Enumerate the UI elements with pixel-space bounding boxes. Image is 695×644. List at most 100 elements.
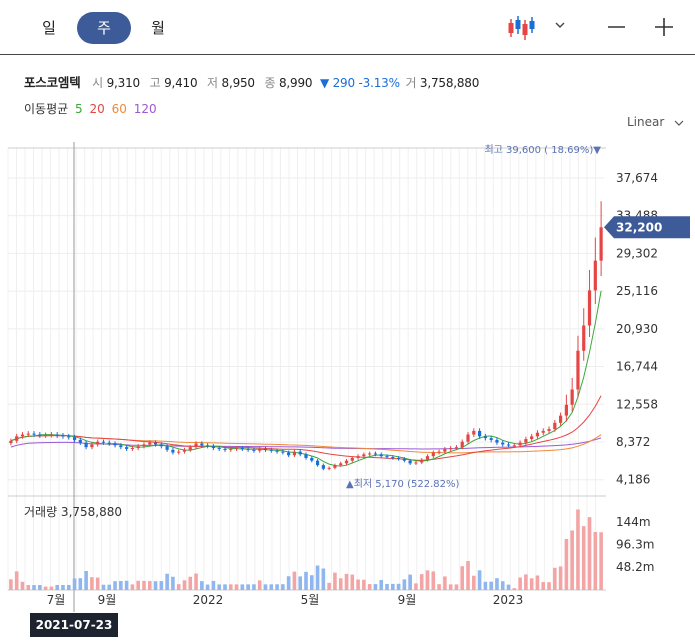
volume-bar (582, 526, 586, 590)
candle-body (328, 468, 331, 469)
volume-bar (339, 578, 343, 590)
candle-body (351, 458, 354, 461)
volume-bar (246, 584, 250, 590)
candle-body (588, 290, 591, 325)
x-tick-label: 5월 (301, 593, 320, 607)
volume-bar (177, 584, 181, 590)
candle-body (432, 453, 435, 457)
y-tick-label: 16,744 (616, 360, 658, 374)
ma-120[interactable]: 120 (134, 102, 157, 116)
chevron-down-icon (672, 118, 686, 128)
volume-bar (350, 575, 354, 590)
volume-bar (565, 539, 569, 590)
open-value: 9,310 (107, 76, 140, 90)
candle-body (478, 431, 481, 436)
volume-bar (26, 585, 30, 590)
candle-body (264, 449, 267, 450)
volume-bar (541, 582, 545, 590)
volume-bar (559, 566, 563, 590)
plus-icon[interactable] (646, 10, 682, 44)
volume-bar (206, 585, 210, 590)
candle-body (472, 431, 475, 435)
volume-bar (310, 575, 314, 590)
volume-bar (160, 581, 164, 590)
chevron-down-icon[interactable] (548, 10, 572, 44)
volume-bar (50, 587, 54, 590)
volume-bar (200, 581, 204, 590)
candlestick-icon[interactable] (502, 10, 538, 44)
volume-bar (414, 583, 418, 590)
ma-60[interactable]: 60 (112, 102, 127, 116)
volume-bar (588, 517, 592, 590)
candle-body (108, 443, 111, 444)
candle-body (437, 452, 440, 453)
volume-bar (298, 576, 302, 590)
current-price-label: 32,200 (616, 220, 662, 234)
candle-body (484, 436, 487, 438)
volume-bar (287, 576, 291, 590)
volume-bar (188, 577, 192, 590)
candle-body (287, 453, 290, 456)
tab-daily[interactable]: 일 (22, 12, 76, 44)
candle-body (414, 462, 417, 463)
volume-bar (269, 584, 273, 590)
low-label: 저 (207, 76, 218, 90)
volume-bar (171, 577, 175, 590)
volume-bar (235, 584, 239, 590)
candle-body (177, 452, 180, 453)
current-price-tag (604, 216, 690, 238)
volume-tick-label: 48.2m (616, 560, 654, 574)
volume-bar (455, 584, 459, 590)
candle-body (194, 444, 197, 448)
candle-body (299, 452, 302, 455)
candle-body (85, 443, 88, 448)
candle-body (154, 443, 157, 445)
volume-bar (44, 587, 48, 590)
volume-value: 3,758,880 (420, 76, 479, 90)
volume-bar (489, 582, 493, 590)
candle-body (61, 435, 64, 436)
tab-weekly[interactable]: 주 (77, 12, 131, 44)
tab-monthly[interactable]: 월 (131, 12, 185, 44)
chart-toolbar: 일 주 월 (0, 0, 695, 55)
volume-bar (21, 582, 25, 590)
scale-select[interactable]: Linear (627, 115, 686, 129)
volume-bar (345, 574, 349, 590)
candle-body (542, 431, 545, 433)
y-tick-label: 8,372 (616, 435, 650, 449)
volume-bar (275, 584, 279, 590)
y-tick-label: 4,186 (616, 473, 650, 487)
y-tick-label: 20,930 (616, 322, 658, 336)
volume-bar (524, 574, 528, 590)
candle-body (582, 326, 585, 351)
volume-bar (443, 576, 447, 590)
volume-bar (73, 579, 77, 590)
volume-bar (229, 584, 233, 590)
change-value: 290 (333, 76, 355, 90)
candle-body (559, 416, 562, 423)
candle-body (252, 450, 255, 451)
high-value: 9,410 (164, 76, 197, 90)
candle-body (443, 449, 446, 452)
ma-5[interactable]: 5 (75, 102, 83, 116)
volume-bar (55, 585, 59, 590)
volume-bar (391, 584, 395, 590)
volume-bar (281, 584, 285, 590)
volume-bar (374, 584, 378, 590)
ma-20[interactable]: 20 (89, 102, 104, 116)
volume-bar (113, 581, 117, 590)
close-label: 종 (265, 76, 276, 90)
volume-bar (426, 570, 430, 590)
volume-bar (316, 566, 320, 590)
minus-icon[interactable] (598, 10, 634, 44)
candle-body (247, 449, 250, 450)
change-arrow-icon: ▼ (320, 76, 329, 90)
volume-bar (333, 573, 337, 590)
candle-body (183, 450, 186, 452)
volume-bar (530, 578, 534, 590)
volume-bar (131, 584, 135, 590)
volume-bar (194, 574, 198, 590)
volume-bar (252, 584, 256, 590)
volume-bar (356, 579, 360, 590)
